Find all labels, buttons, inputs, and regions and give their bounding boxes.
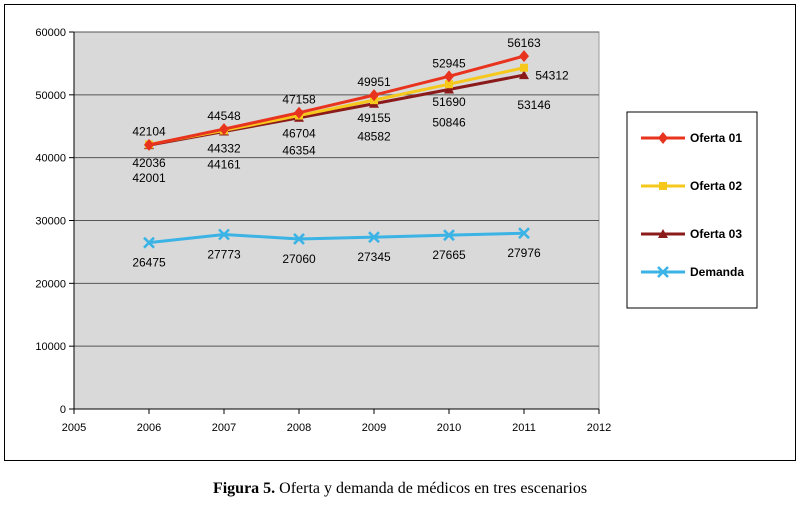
data-label: 53146 (517, 98, 551, 112)
point-marker (658, 229, 668, 238)
data-label: 44548 (207, 109, 241, 123)
data-label: 49155 (357, 111, 391, 125)
y-tick-label: 30000 (35, 216, 66, 228)
data-label: 42036 (132, 156, 166, 170)
data-label: 51690 (432, 95, 466, 109)
data-label: 27060 (282, 252, 316, 266)
y-tick-label: 60000 (35, 27, 66, 39)
data-label: 27976 (507, 246, 541, 260)
data-label: 46354 (282, 144, 316, 158)
legend-label: Demanda (690, 265, 744, 279)
point-marker (444, 84, 454, 94)
point-marker (657, 266, 669, 278)
x-tick-label: 2010 (437, 422, 461, 434)
y-tick-label: 20000 (35, 278, 66, 290)
y-tick-label: 0 (60, 404, 66, 416)
x-tick-label: 2007 (212, 422, 236, 434)
y-tick-label: 40000 (35, 153, 66, 165)
data-label: 27345 (357, 250, 391, 264)
data-label: 47158 (282, 93, 316, 107)
x-tick-label: 2006 (137, 422, 161, 434)
point-marker (143, 236, 155, 249)
point-marker (219, 123, 229, 136)
data-label: 26475 (132, 256, 166, 270)
data-label: 44332 (207, 141, 241, 155)
y-tick-label: 50000 (35, 90, 66, 102)
point-marker (520, 63, 528, 72)
legend-label: Oferta 01 (690, 131, 742, 145)
point-marker (518, 227, 530, 240)
data-label: 49951 (357, 75, 391, 89)
series-line (148, 231, 525, 245)
point-marker (659, 182, 667, 190)
legend-label: Oferta 03 (690, 227, 742, 241)
point-marker (658, 132, 668, 144)
grid-lines (74, 31, 599, 347)
y-tick-label: 10000 (35, 341, 66, 353)
data-label: 46704 (282, 127, 316, 141)
data-label: 44161 (207, 158, 241, 172)
x-tick-label: 2008 (287, 422, 311, 434)
point-marker (144, 138, 154, 151)
point-marker (218, 228, 230, 241)
point-marker (444, 70, 454, 83)
point-marker (519, 50, 529, 63)
line-chart: 0 10000 20000 30000 40000 50000 60000 2005 2006 2… (35, 27, 758, 434)
data-label: 48582 (357, 130, 391, 144)
data-label: 27665 (432, 248, 466, 262)
data-label: 27773 (207, 247, 241, 261)
data-label: 52945 (432, 56, 466, 70)
point-marker (368, 231, 380, 244)
x-tick-label: 2012 (587, 422, 611, 434)
caption-text: Oferta y demanda de médicos en tres esce… (275, 480, 588, 497)
x-tick-label: 2005 (62, 422, 86, 434)
legend-box (626, 111, 758, 309)
x-tick-label: 2011 (512, 422, 536, 434)
series-lines (143, 50, 530, 249)
data-label: 42001 (132, 171, 166, 185)
data-label: 50846 (432, 116, 466, 130)
figure-caption: Figura 5. Oferta y demanda de médicos en… (0, 480, 800, 498)
point-marker (293, 233, 305, 245)
data-label: 56163 (507, 36, 541, 50)
legend-label: Oferta 02 (690, 179, 742, 193)
x-tick-label: 2009 (362, 422, 386, 434)
data-label: 42104 (132, 124, 166, 138)
series-line (148, 54, 525, 147)
legend: Oferta 01 Oferta 02 Oferta 03 Demanda (626, 111, 758, 309)
point-marker (445, 80, 453, 89)
point-marker (294, 106, 304, 119)
point-marker (369, 89, 379, 102)
point-marker (519, 70, 529, 80)
point-marker (443, 229, 455, 242)
axes: 0 10000 20000 30000 40000 50000 60000 2005 2006 2… (35, 27, 611, 434)
data-label: 54312 (535, 69, 569, 83)
caption-prefix: Figura 5. (212, 480, 276, 497)
